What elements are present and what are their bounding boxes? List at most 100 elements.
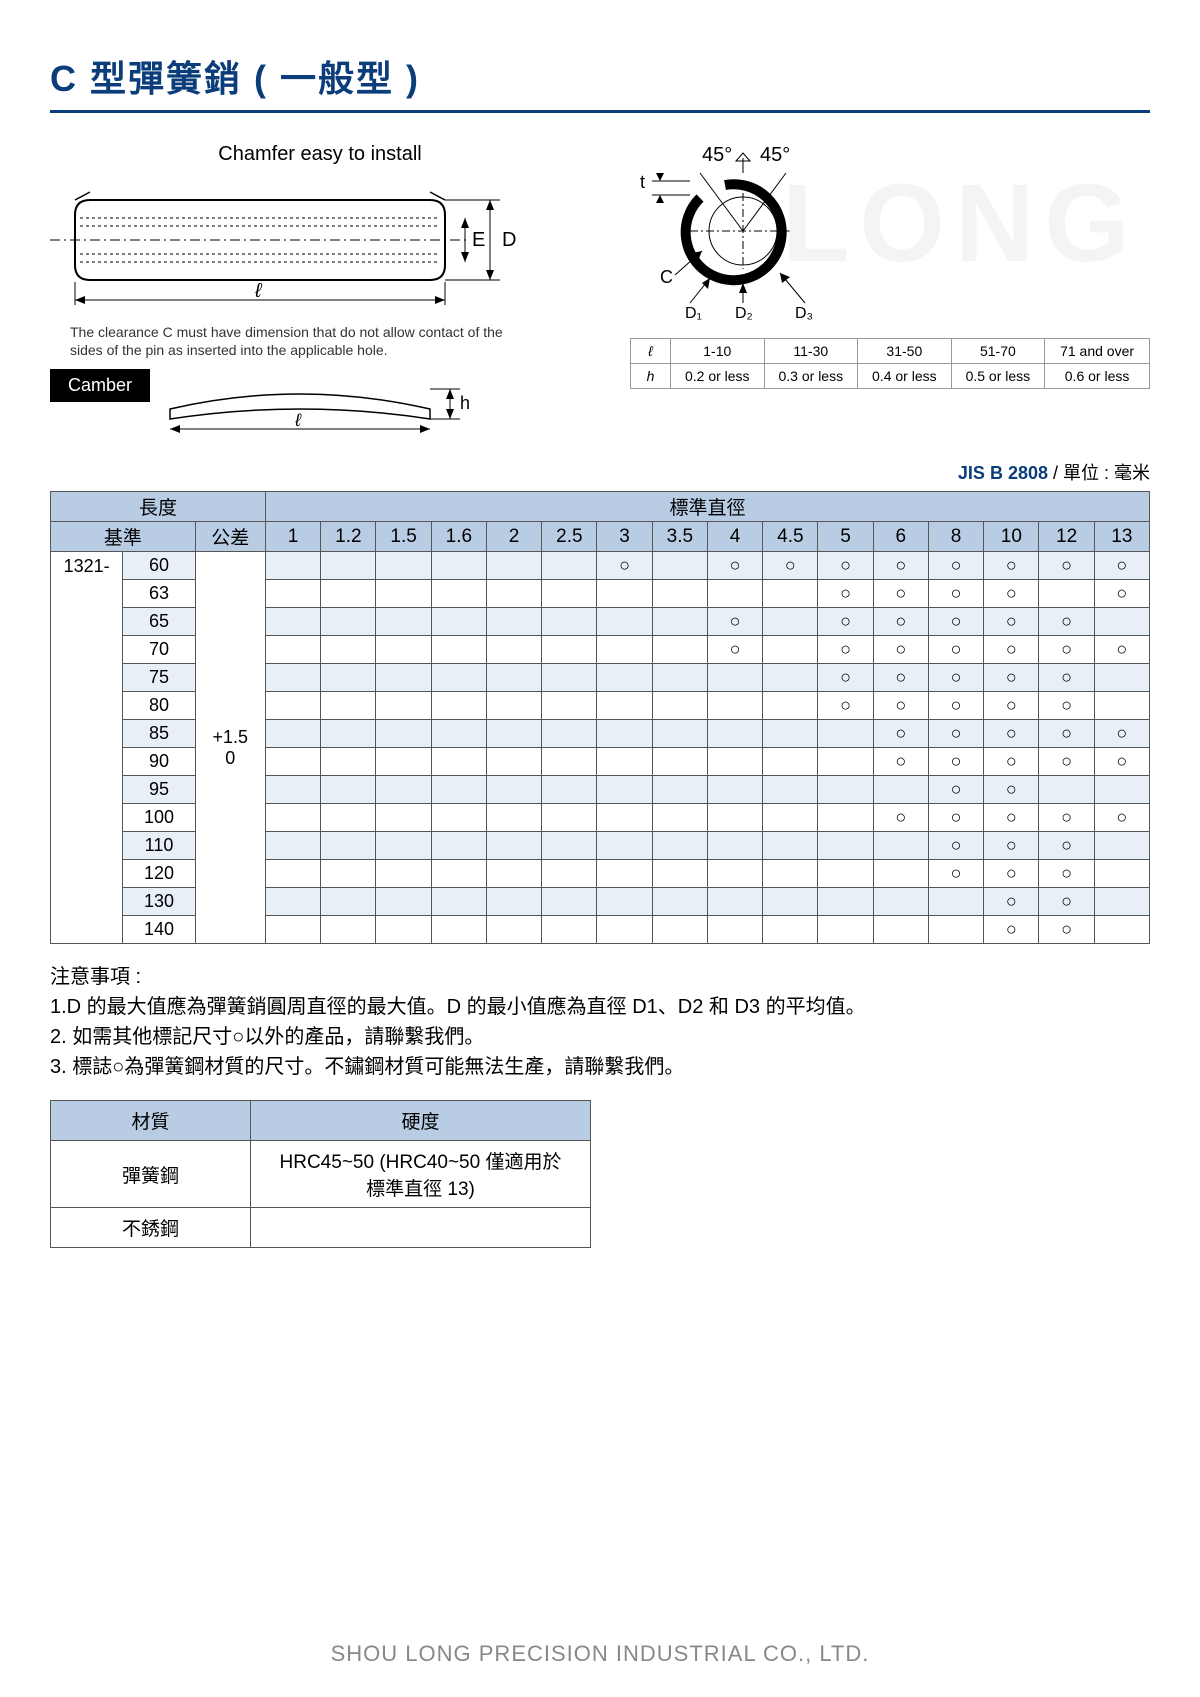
svg-text:t: t xyxy=(640,172,645,192)
mark-cell: ○ xyxy=(818,580,873,608)
diameter-col-1.6: 1.6 xyxy=(431,522,486,552)
mark-cell xyxy=(321,888,376,916)
length-cell: 95 xyxy=(123,776,195,804)
mark-cell xyxy=(431,832,486,860)
mark-cell xyxy=(542,860,597,888)
mark-cell xyxy=(431,720,486,748)
mark-cell xyxy=(818,720,873,748)
diameter-col-5: 5 xyxy=(818,522,873,552)
mark-cell xyxy=(1094,916,1149,944)
mark-cell: ○ xyxy=(707,552,762,580)
mark-cell: ○ xyxy=(1039,916,1094,944)
mark-cell xyxy=(431,860,486,888)
mark-cell: ○ xyxy=(818,552,873,580)
mark-cell xyxy=(763,916,818,944)
mark-cell xyxy=(376,776,431,804)
mark-cell xyxy=(265,664,320,692)
diameter-col-6: 6 xyxy=(873,522,928,552)
mark-cell: ○ xyxy=(1094,552,1149,580)
mark-cell xyxy=(321,804,376,832)
tolerance-cell: +1.5 0 xyxy=(195,552,265,944)
length-cell: 140 xyxy=(123,916,195,944)
mark-cell xyxy=(652,804,707,832)
mark-cell: ○ xyxy=(928,832,983,860)
mark-cell xyxy=(652,720,707,748)
material-header: 材質 xyxy=(51,1101,251,1141)
mark-cell xyxy=(321,552,376,580)
mark-cell: ○ xyxy=(928,748,983,776)
mark-cell xyxy=(486,692,541,720)
pin-side-svg: D E ℓ xyxy=(50,170,550,310)
note-3: 3. 標誌○為彈簧鋼材質的尺寸。不鏽鋼材質可能無法生產，請聯繫我們。 xyxy=(50,1052,1150,1082)
mark-cell xyxy=(1094,888,1149,916)
svg-text:D: D xyxy=(502,229,516,251)
mark-cell xyxy=(376,804,431,832)
mark-cell xyxy=(265,748,320,776)
mark-cell xyxy=(265,832,320,860)
mark-cell xyxy=(652,692,707,720)
mark-cell xyxy=(1039,580,1094,608)
mark-cell xyxy=(818,748,873,776)
svg-text:h: h xyxy=(460,393,470,413)
mark-cell: ○ xyxy=(763,552,818,580)
mark-cell: ○ xyxy=(984,636,1039,664)
hardness-cell-spring: HRC45~50 (HRC40~50 僅適用於標準直徑 13) xyxy=(251,1141,591,1208)
mark-cell: ○ xyxy=(818,608,873,636)
mark-cell: ○ xyxy=(984,692,1039,720)
hardness-cell-stainless xyxy=(251,1208,591,1248)
mark-cell: ○ xyxy=(984,608,1039,636)
mark-cell: ○ xyxy=(984,888,1039,916)
mark-cell xyxy=(486,636,541,664)
mark-cell xyxy=(707,832,762,860)
mark-cell xyxy=(486,916,541,944)
mark-cell xyxy=(431,664,486,692)
diameter-col-1.2: 1.2 xyxy=(321,522,376,552)
mark-cell xyxy=(707,748,762,776)
mark-cell: ○ xyxy=(597,552,652,580)
mark-cell xyxy=(376,692,431,720)
camber-table-h-label: h xyxy=(631,364,671,389)
mark-cell xyxy=(376,860,431,888)
mark-cell xyxy=(321,832,376,860)
mark-cell xyxy=(597,776,652,804)
mark-cell: ○ xyxy=(873,608,928,636)
length-cell: 80 xyxy=(123,692,195,720)
base-header: 基準 xyxy=(51,522,196,552)
mark-cell: ○ xyxy=(928,664,983,692)
mark-cell: ○ xyxy=(984,552,1039,580)
mark-cell xyxy=(321,664,376,692)
mark-cell xyxy=(1094,692,1149,720)
mark-cell xyxy=(321,776,376,804)
mark-cell xyxy=(763,636,818,664)
mark-cell xyxy=(265,776,320,804)
mark-cell xyxy=(376,748,431,776)
length-cell: 75 xyxy=(123,664,195,692)
mark-cell xyxy=(652,580,707,608)
mark-cell xyxy=(376,664,431,692)
mark-cell: ○ xyxy=(984,776,1039,804)
mark-cell xyxy=(542,804,597,832)
mark-cell xyxy=(265,720,320,748)
mark-cell: ○ xyxy=(928,580,983,608)
mark-cell xyxy=(431,804,486,832)
mark-cell: ○ xyxy=(707,608,762,636)
camber-tolerance-table: ℓ 1-10 11-30 31-50 51-70 71 and over h 0… xyxy=(630,338,1150,389)
unit-label: / 單位 : 毫米 xyxy=(1048,463,1150,483)
mark-cell xyxy=(542,748,597,776)
mark-cell xyxy=(818,860,873,888)
mark-cell xyxy=(763,832,818,860)
diameter-col-8: 8 xyxy=(928,522,983,552)
mark-cell xyxy=(486,804,541,832)
mark-cell xyxy=(928,916,983,944)
mark-cell: ○ xyxy=(1039,664,1094,692)
svg-text:D₃: D₃ xyxy=(795,305,813,322)
mark-cell xyxy=(818,916,873,944)
mark-cell: ○ xyxy=(1039,748,1094,776)
mark-cell xyxy=(873,916,928,944)
mark-cell: ○ xyxy=(1039,860,1094,888)
mark-cell: ○ xyxy=(1039,804,1094,832)
mark-cell xyxy=(1094,860,1149,888)
svg-text:ℓ: ℓ xyxy=(254,280,263,302)
mark-cell xyxy=(265,692,320,720)
mark-cell xyxy=(542,580,597,608)
